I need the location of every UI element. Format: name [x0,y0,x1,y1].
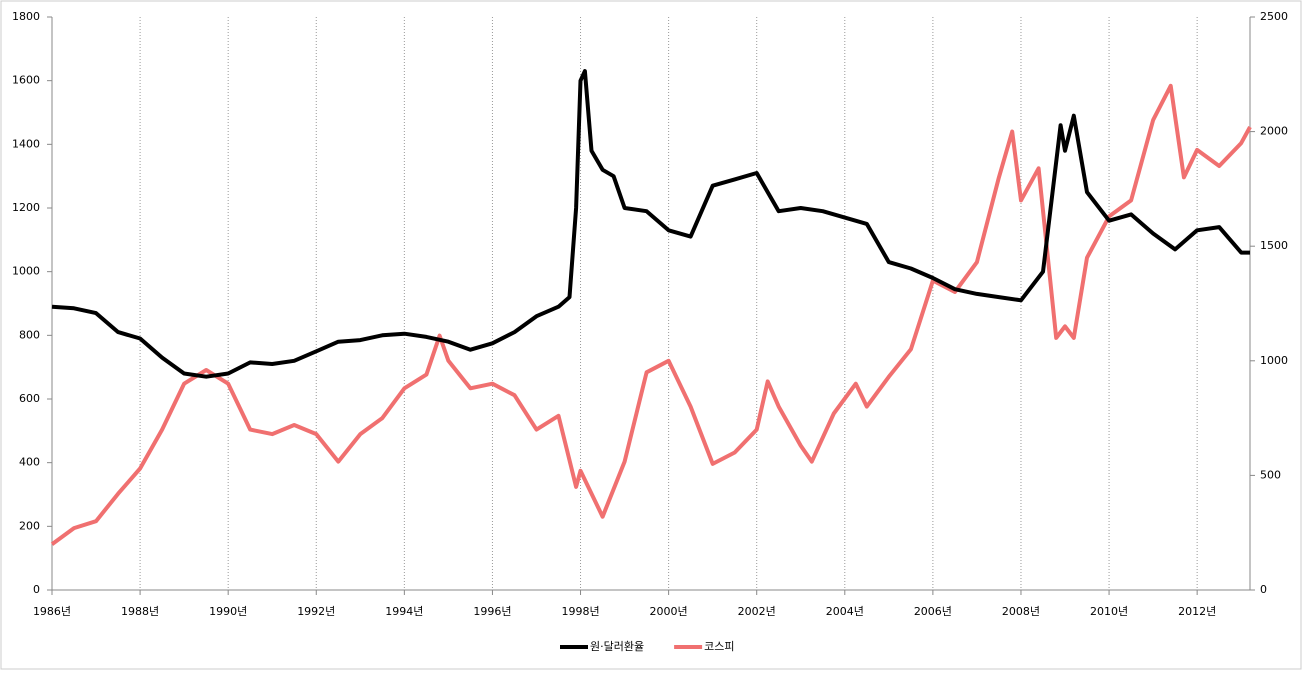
y-tick-label: 1200 [12,201,40,214]
y2-tick-label: 1500 [1260,239,1288,252]
y2-tick-label: 2500 [1260,10,1288,23]
y-tick-label: 800 [19,328,40,341]
series-line [51,69,1250,379]
x-tick-label: 1992년 [297,605,335,618]
x-tick-label: 2010년 [1090,605,1128,618]
y-tick-label: 1600 [12,74,40,87]
legend-label: 코스피 [704,640,734,653]
y-tick-label: 1400 [12,137,40,150]
x-tick-label: 1996년 [473,605,511,618]
x-tick-label: 2004년 [826,605,864,618]
y-tick-label: 1000 [12,265,40,278]
y2-tick-label: 500 [1260,468,1281,481]
legend-label: 원·달러환율 [590,640,644,653]
x-tick-label: 1986년 [33,605,71,618]
x-tick-label: 2008년 [1002,605,1040,618]
y-tick-label: 0 [33,583,40,596]
y-tick-label: 400 [19,456,40,469]
x-tick-label: 1998년 [561,605,599,618]
x-tick-label: 2006년 [914,605,952,618]
x-tick-label: 2002년 [738,605,776,618]
series-line [50,83,1252,546]
x-tick-label: 1988년 [121,605,159,618]
x-tick-label: 1994년 [385,605,423,618]
y-tick-label: 1800 [12,10,40,23]
y2-tick-label: 2000 [1260,125,1288,138]
x-tick-label: 1990년 [209,605,247,618]
x-tick-label: 2012년 [1178,605,1216,618]
y2-tick-label: 0 [1260,583,1267,596]
y2-tick-label: 1000 [1260,354,1288,367]
y-tick-label: 600 [19,392,40,405]
y-tick-label: 200 [19,519,40,532]
x-tick-label: 2000년 [650,605,688,618]
